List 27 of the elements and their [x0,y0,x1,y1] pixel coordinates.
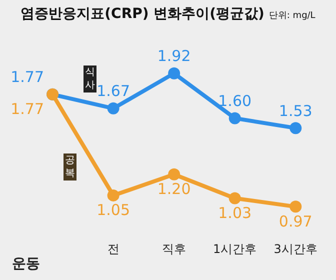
chart-title: 염증반응지표(CRP) 변화추이(평균값) [20,6,264,22]
point [228,192,241,204]
data-label: 1.05 [96,201,130,220]
data-label: 1.53 [278,102,312,120]
data-label: 1.77 [10,68,44,86]
point [168,67,180,80]
x-axis-title: 운동 [12,256,40,272]
x-tick-label: 직후 [162,242,186,256]
series-label: 식사 [85,67,95,91]
x-tick-label: 3시간후 [274,242,318,256]
chart-subtitle: 단위: mg/L [268,11,316,22]
data-label: 0.97 [278,212,312,230]
series-label: 공복 [65,155,75,179]
point [228,112,241,124]
data-label: 1.92 [157,47,191,66]
point [290,200,302,213]
data-label: 1.03 [218,204,252,222]
point [168,168,180,180]
x-tick-label: 전 [107,242,120,256]
x-tick-label: 1시간후 [213,242,257,256]
point [290,122,302,134]
data-label: 1.77 [10,100,44,118]
data-label: 1.67 [96,82,130,100]
data-label: 1.60 [218,92,252,110]
point [107,189,120,202]
data-label: 1.20 [157,180,191,198]
point [107,102,120,114]
